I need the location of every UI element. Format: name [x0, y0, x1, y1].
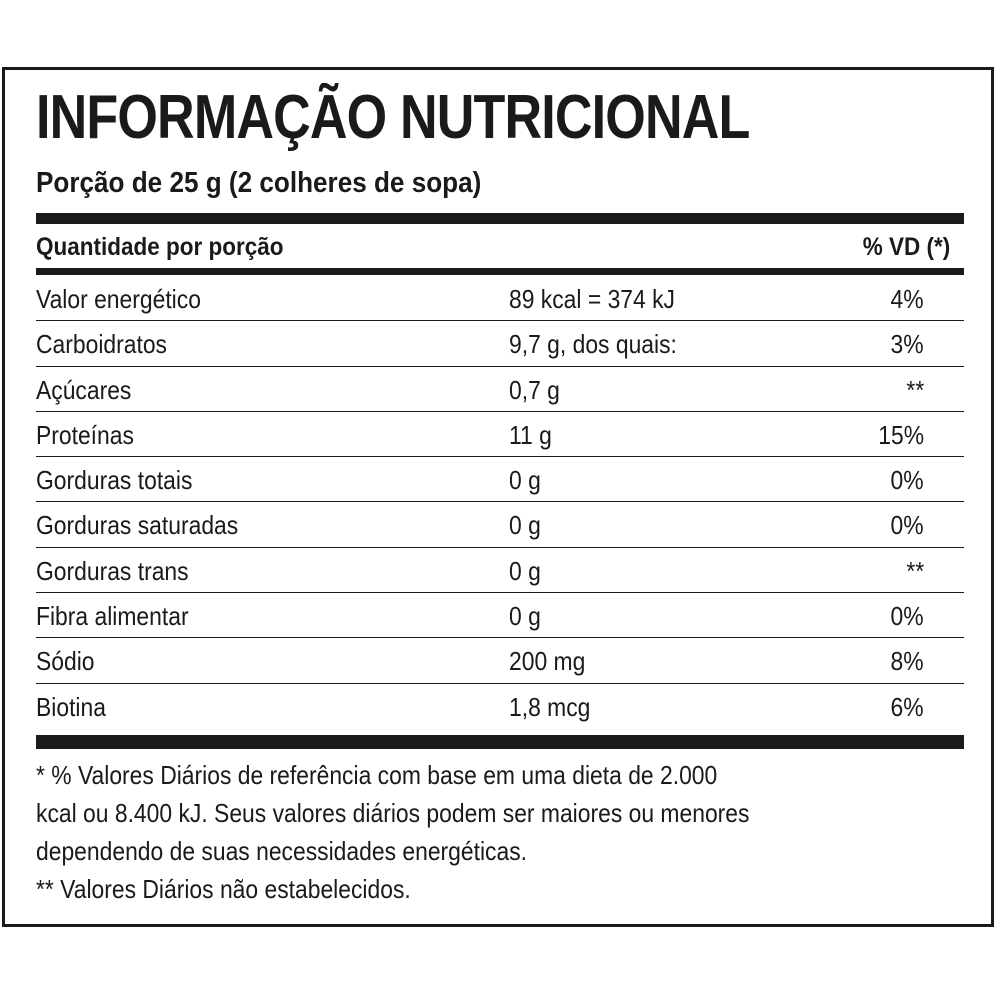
- nutrient-quantity: 200 mg: [509, 646, 586, 677]
- divider-header: [36, 268, 964, 275]
- table-row: Gorduras trans 0 g **: [36, 548, 964, 594]
- footnote-line: ** Valores Diários não estabelecidos.: [36, 874, 411, 904]
- nutrient-quantity: 89 kcal = 374 kJ: [509, 284, 675, 314]
- table-row: Gorduras saturadas 0 g 0%: [36, 502, 964, 548]
- nutrient-daily-value: 0%: [890, 601, 924, 632]
- footnote: * % Valores Diários de referência com ba…: [36, 756, 916, 908]
- nutrient-quantity: 1,8 mcg: [509, 691, 591, 722]
- serving-size: Porção de 25 g (2 colheres de sopa): [36, 167, 482, 199]
- table-row: Valor energético 89 kcal = 374 kJ 4%: [36, 276, 964, 322]
- divider-bottom: [36, 735, 964, 749]
- nutrient-daily-value: 6%: [890, 691, 924, 722]
- nutrition-table: Valor energético 89 kcal = 374 kJ 4% Car…: [36, 276, 964, 729]
- nutrient-daily-value: **: [906, 374, 924, 405]
- nutrient-name: Valor energético: [36, 284, 201, 314]
- divider-top: [36, 213, 964, 224]
- nutrient-name: Açúcares: [36, 374, 132, 405]
- table-row: Sódio 200 mg 8%: [36, 638, 964, 684]
- nutrient-quantity: 11 g: [509, 419, 552, 450]
- page-title: INFORMAÇÃO NUTRICIONAL: [36, 83, 750, 152]
- table-row: Açúcares 0,7 g **: [36, 367, 964, 412]
- table-header: Quantidade por porção % VD (*): [36, 226, 964, 268]
- nutrient-quantity: 0 g: [509, 601, 541, 632]
- nutrient-name: Proteínas: [36, 419, 134, 450]
- nutrient-quantity: 0 g: [509, 465, 541, 496]
- table-row: Carboidratos 9,7 g, dos quais: 3%: [36, 321, 964, 367]
- table-row: Gorduras totais 0 g 0%: [36, 457, 964, 503]
- table-row: Biotina 1,8 mcg 6%: [36, 684, 964, 729]
- nutrient-daily-value: 0%: [890, 465, 924, 496]
- footnote-line: * % Valores Diários de referência com ba…: [36, 760, 718, 790]
- nutrient-name: Sódio: [36, 646, 95, 677]
- nutrient-quantity: 0 g: [509, 555, 541, 586]
- nutrient-daily-value: **: [906, 555, 924, 586]
- footnote-line: kcal ou 8.400 kJ. Seus valores diários p…: [36, 798, 750, 828]
- footnote-line: dependendo de suas necessidades energéti…: [36, 836, 528, 866]
- header-quantity-label: Quantidade por porção: [36, 233, 284, 261]
- nutrient-daily-value: 8%: [890, 646, 924, 677]
- nutrition-facts-panel: [2, 67, 994, 927]
- nutrient-quantity: 9,7 g, dos quais:: [509, 329, 677, 360]
- nutrient-daily-value: 4%: [890, 284, 924, 314]
- table-row: Proteínas 11 g 15%: [36, 412, 964, 458]
- nutrient-name: Gorduras trans: [36, 555, 189, 586]
- nutrient-name: Gorduras saturadas: [36, 510, 239, 541]
- table-row: Fibra alimentar 0 g 0%: [36, 593, 964, 639]
- nutrient-name: Fibra alimentar: [36, 601, 189, 632]
- nutrient-quantity: 0 g: [509, 510, 541, 541]
- nutrient-daily-value: 15%: [878, 419, 924, 450]
- nutrient-name: Carboidratos: [36, 329, 167, 360]
- nutrient-quantity: 0,7 g: [509, 374, 560, 405]
- nutrient-name: Biotina: [36, 691, 106, 722]
- nutrient-daily-value: 0%: [890, 510, 924, 541]
- header-vd-label: % VD (*): [862, 233, 950, 261]
- nutrient-name: Gorduras totais: [36, 465, 193, 496]
- nutrient-daily-value: 3%: [890, 329, 924, 360]
